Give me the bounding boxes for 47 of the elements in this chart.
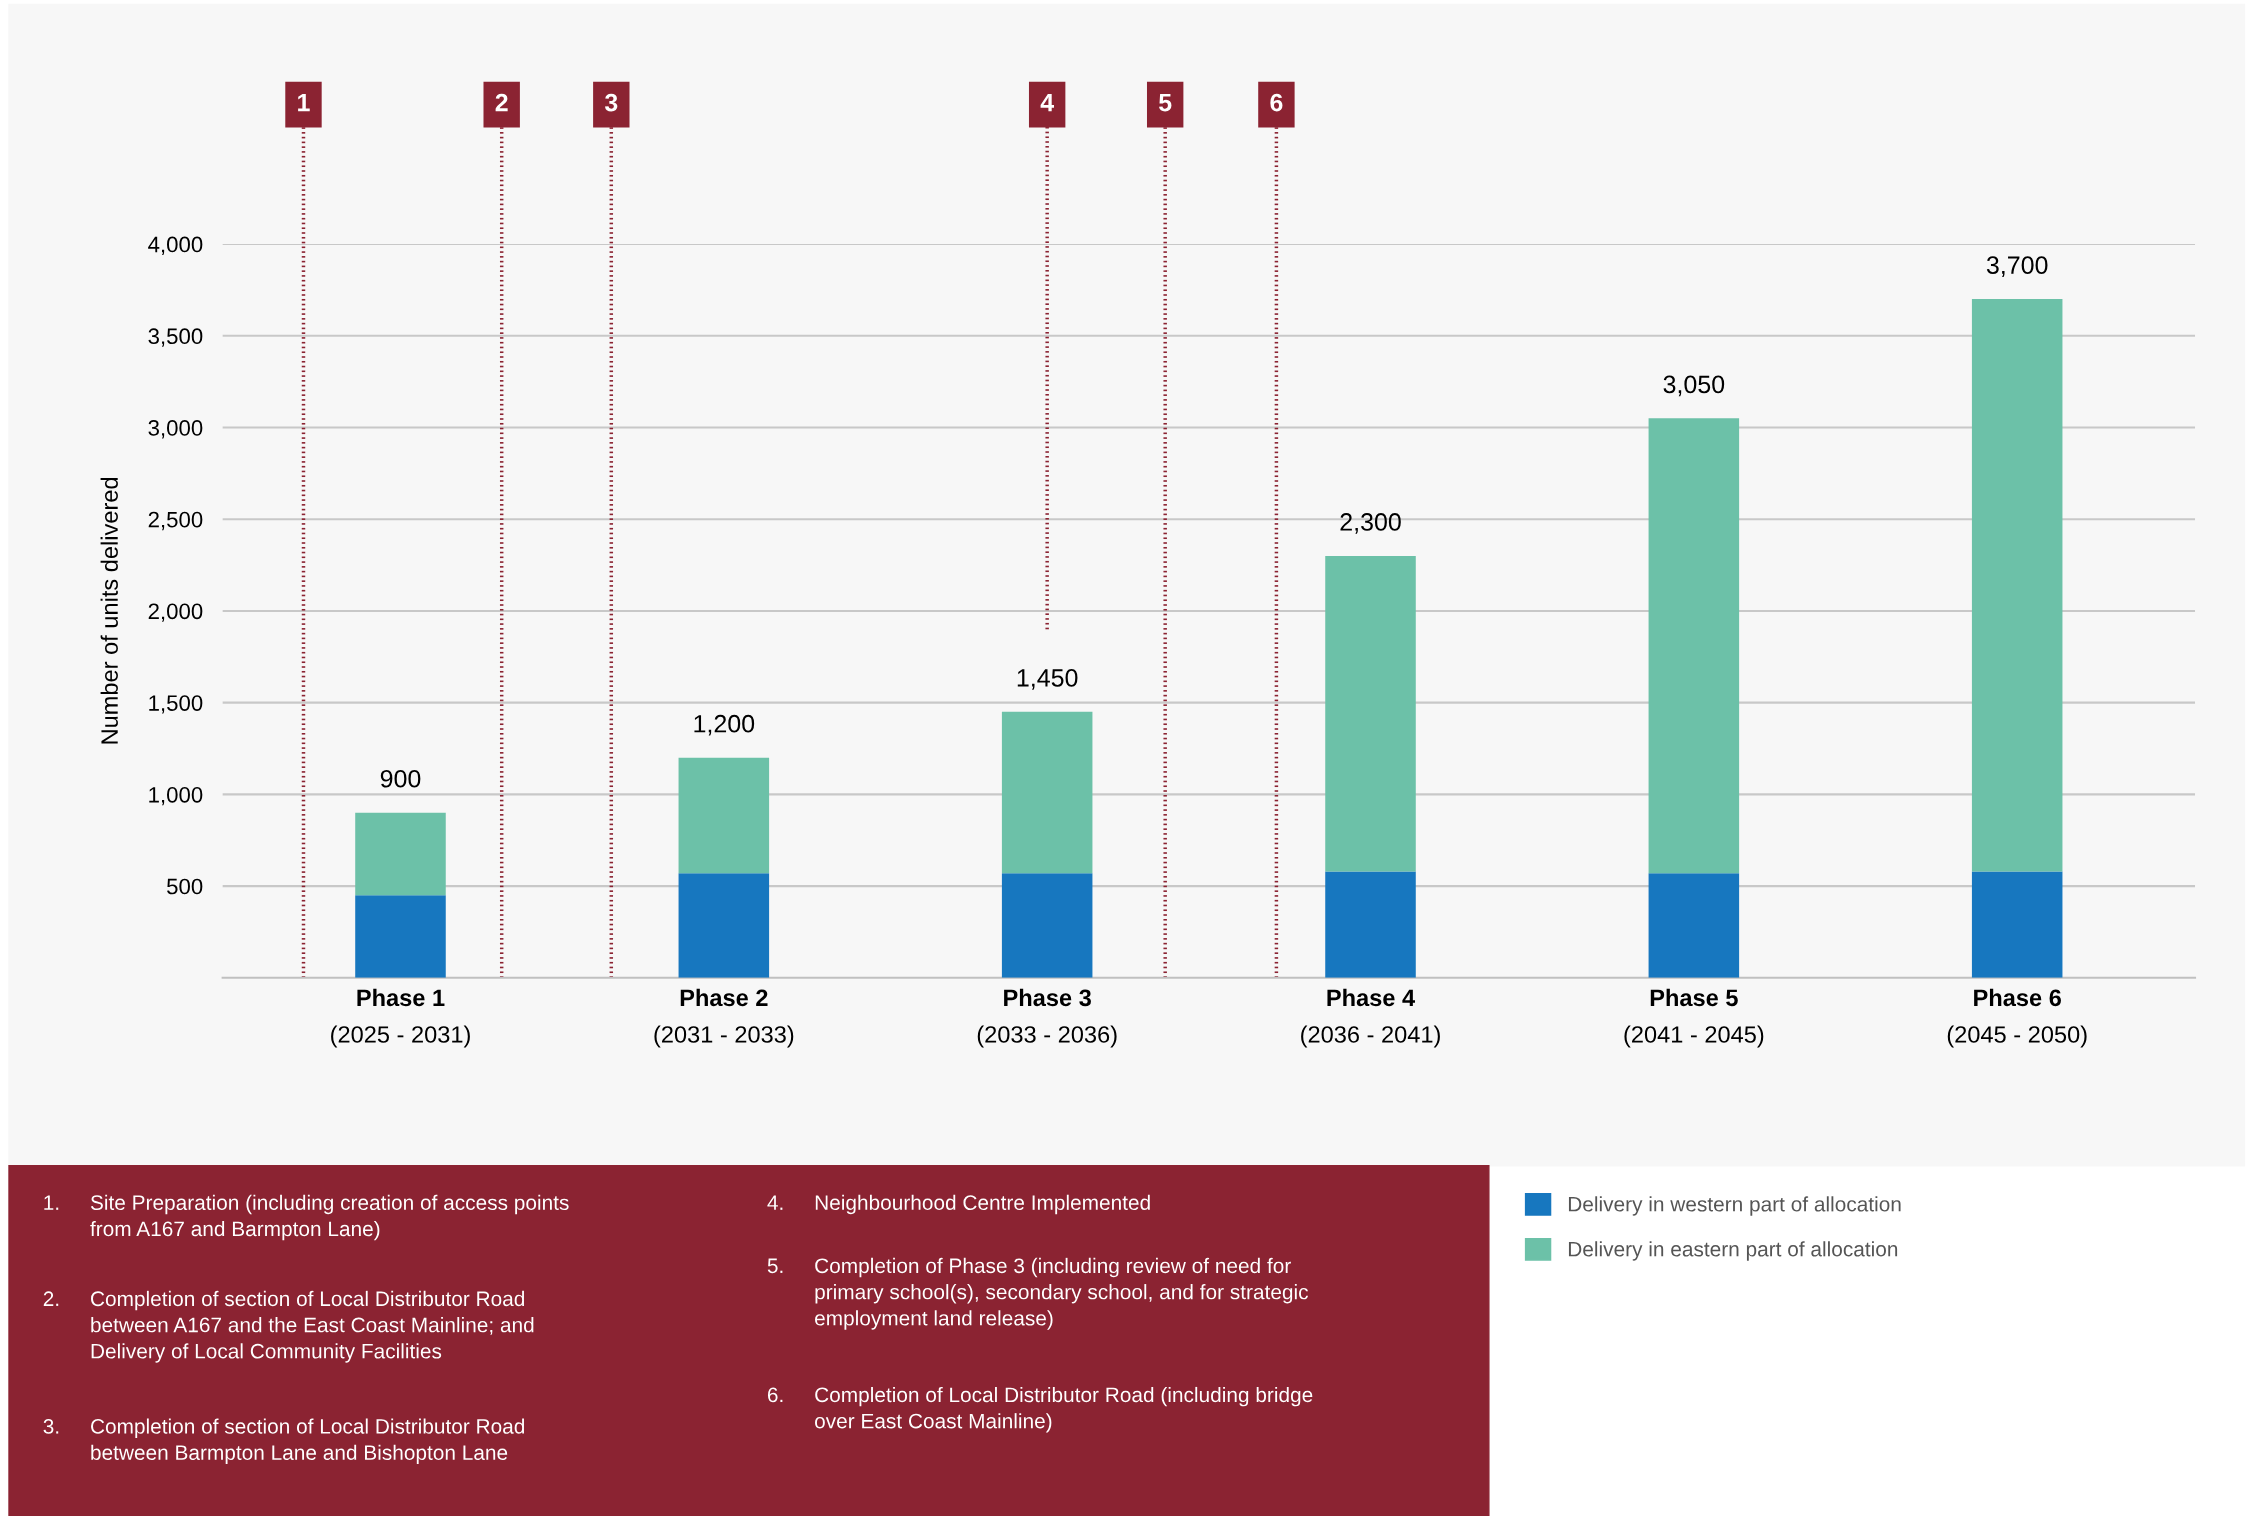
text: 1 [298, 93, 310, 112]
x-tick-label: Phase 2 (2031 - 2033) [654, 988, 794, 1048]
bar [355, 895, 446, 978]
text: 3 [604, 93, 618, 112]
x-tick-label: Phase 3 (2033 - 2036) [977, 988, 1117, 1048]
total-label: 3,050 [1663, 375, 1725, 397]
text: 2. Completion of section of Local Distributor Road between A167 and the East Coast Mainline; and Delivery of Local Community Facilities [43, 1290, 534, 1363]
text: 6. Completion of Local Distributor Road (including bridge over East Coast Mainline) [767, 1386, 1313, 1433]
total-label: 900 [380, 769, 421, 788]
bar [1971, 871, 2063, 978]
total-label: 1,200 [694, 714, 755, 736]
x-tick-label: Phase 4 (2036 - 2041) [1301, 988, 1440, 1048]
y-tick-label: 4,000 [148, 236, 203, 255]
text: 3. Completion of section of Local Distributor Road between Barmpton Lane and Bishopton Lane [43, 1418, 525, 1465]
text: 4. Neighbourhood Centre Implemented [767, 1194, 1150, 1215]
y-tick-label: 2,000 [148, 603, 203, 622]
y-tick-label: 3,000 [148, 420, 203, 439]
legend-label: Delivery in western part of allocation [1568, 1196, 1901, 1216]
text: 1. Site Preparation (including creation of access points from A167 and Barmpton Lane) [44, 1194, 569, 1241]
text: 5. Completion of Phase 3 (including review of need for primary school(s), secondary school, and for strategic employment land release) [767, 1257, 1308, 1330]
y-tick-label: 1,500 [149, 695, 203, 714]
x-tick-label: Phase 6 (2045 - 2050) [1947, 988, 2087, 1048]
y-axis-title: Number of units delivered [100, 477, 118, 744]
x-tick-label: Phase 1 (2025 - 2031) [331, 988, 470, 1048]
bar [1648, 873, 1740, 978]
total-label: 3,700 [1986, 256, 2048, 277]
bar [678, 873, 770, 978]
text: 6 [1270, 93, 1283, 112]
bar [678, 757, 770, 874]
x-tick-label: Phase 5 (2041 - 2045) [1624, 988, 1764, 1048]
text: 4 [1040, 93, 1054, 112]
bar [1325, 871, 1416, 978]
bar [1001, 711, 1093, 874]
y-tick-label: 3,500 [148, 328, 203, 347]
total-label: 1,450 [1017, 669, 1078, 690]
bar [355, 812, 446, 896]
total-label: 2,300 [1340, 513, 1401, 534]
text: 2 [495, 93, 508, 112]
legend-label: Delivery in eastern part of allocation [1568, 1241, 1898, 1261]
bar [1648, 418, 1740, 874]
bar [1001, 873, 1093, 978]
bar [1325, 555, 1416, 872]
y-tick-label: 2,500 [148, 511, 203, 531]
y-tick-label: 1,000 [149, 786, 203, 806]
bar [1971, 299, 2063, 872]
y-tick-label: 500 [167, 878, 203, 895]
text: 5 [1159, 93, 1172, 112]
